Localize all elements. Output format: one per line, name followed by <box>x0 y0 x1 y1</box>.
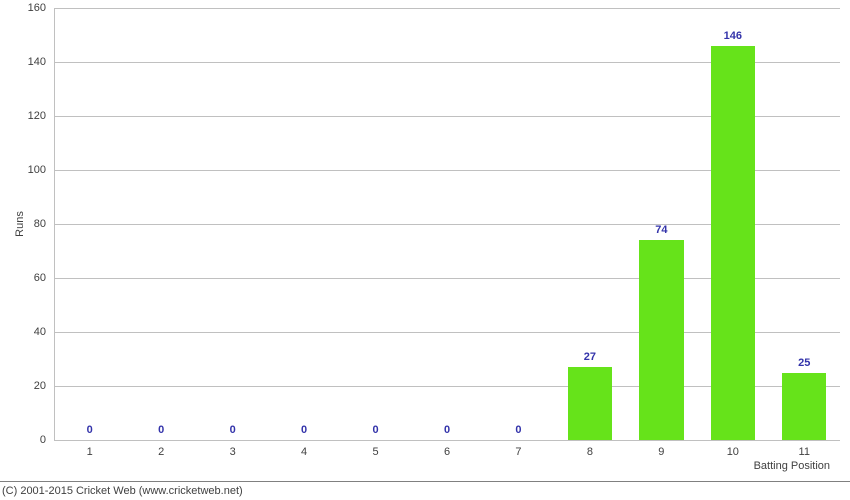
x-tick-label: 4 <box>301 446 307 458</box>
bar <box>639 240 683 440</box>
x-tick-label: 7 <box>515 446 521 458</box>
x-tick-label: 10 <box>727 446 739 458</box>
x-tick-label: 1 <box>87 446 93 458</box>
x-tick-label: 2 <box>158 446 164 458</box>
y-tick-label: 60 <box>0 272 46 284</box>
x-tick-label: 6 <box>444 446 450 458</box>
x-tick-label: 8 <box>587 446 593 458</box>
y-tick-label: 40 <box>0 326 46 338</box>
copyright-text: (C) 2001-2015 Cricket Web (www.cricketwe… <box>2 485 243 497</box>
bar-value-label: 0 <box>158 424 164 436</box>
bar-value-label: 0 <box>301 424 307 436</box>
chart-container: Runs Batting Position (C) 2001-2015 Cric… <box>0 0 850 500</box>
bar-value-label: 146 <box>724 30 742 42</box>
y-tick-label: 0 <box>0 434 46 446</box>
bar-value-label: 0 <box>372 424 378 436</box>
x-tick-label: 5 <box>372 446 378 458</box>
bar-value-label: 0 <box>87 424 93 436</box>
bar-value-label: 25 <box>798 357 810 369</box>
bar-value-label: 27 <box>584 351 596 363</box>
x-tick-label: 3 <box>230 446 236 458</box>
x-tick-label: 9 <box>658 446 664 458</box>
copyright-bar: (C) 2001-2015 Cricket Web (www.cricketwe… <box>0 481 850 500</box>
bar <box>568 367 612 440</box>
y-tick-label: 100 <box>0 164 46 176</box>
x-axis-title: Batting Position <box>754 460 830 472</box>
bar-value-label: 0 <box>444 424 450 436</box>
bar-value-label: 0 <box>515 424 521 436</box>
y-tick-label: 80 <box>0 218 46 230</box>
bar <box>711 46 755 440</box>
y-tick-label: 160 <box>0 2 46 14</box>
gridline <box>54 8 840 9</box>
bar <box>782 373 826 441</box>
y-axis-line <box>54 8 55 440</box>
y-tick-label: 140 <box>0 56 46 68</box>
y-tick-label: 120 <box>0 110 46 122</box>
bar-value-label: 0 <box>230 424 236 436</box>
x-tick-label: 11 <box>799 446 810 458</box>
gridline <box>54 440 840 441</box>
bar-value-label: 74 <box>655 224 667 236</box>
y-tick-label: 20 <box>0 380 46 392</box>
